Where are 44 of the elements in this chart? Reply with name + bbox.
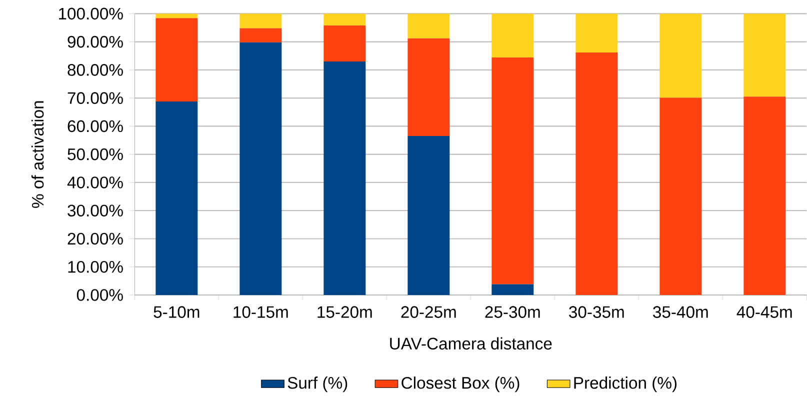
- y-tick-label: 100.00%: [59, 8, 123, 20]
- x-tick-label: 25-30m: [485, 306, 540, 318]
- x-tick-label: 20-25m: [401, 306, 456, 318]
- x-tick-label: 40-45m: [736, 306, 792, 318]
- legend-label: Surf (%): [288, 376, 348, 392]
- bar: [156, 18, 198, 102]
- y-tick-label: 90.00%: [68, 36, 123, 48]
- y-tick-label: 80.00%: [68, 64, 123, 76]
- y-axis-title: % of activation: [31, 101, 44, 208]
- y-tick-label: 70.00%: [68, 92, 123, 104]
- y-tick-label: 40.00%: [67, 176, 123, 188]
- y-tick-label: 0.00%: [76, 289, 123, 301]
- y-tick-label: 60.00%: [68, 120, 123, 132]
- bar: [240, 14, 282, 28]
- x-tick-label: 35-40m: [653, 306, 708, 318]
- bar: [576, 14, 618, 52]
- bar: [324, 61, 366, 295]
- x-axis-title: UAV-Camera distance: [390, 337, 552, 350]
- bar: [660, 98, 702, 295]
- bar: [492, 14, 534, 58]
- bar: [240, 42, 282, 295]
- x-tick-label: 10-15m: [234, 306, 288, 318]
- x-tick-label: 15-20m: [318, 306, 372, 318]
- bar: [324, 14, 366, 26]
- x-tick-label: 30-35m: [569, 306, 624, 318]
- bar: [408, 38, 450, 136]
- bar: [576, 52, 618, 295]
- bar: [156, 101, 198, 295]
- bar: [660, 14, 702, 98]
- bar: [492, 58, 534, 284]
- bar: [492, 284, 534, 295]
- bar: [324, 25, 366, 62]
- y-tick-label: 30.00%: [68, 204, 123, 216]
- bar: [408, 14, 450, 38]
- bar: [744, 96, 786, 295]
- y-tick-label: 50.00%: [68, 148, 123, 160]
- y-tick-label: 10.00%: [68, 260, 123, 273]
- legend-label: Prediction (%): [574, 376, 676, 392]
- legend-label: Closest Box (%): [402, 376, 520, 392]
- x-tick-label: 5-10m: [154, 306, 200, 318]
- bar: [408, 136, 450, 295]
- bar: [240, 28, 282, 42]
- y-tick-label: 20.00%: [68, 232, 123, 245]
- bar: [744, 14, 786, 97]
